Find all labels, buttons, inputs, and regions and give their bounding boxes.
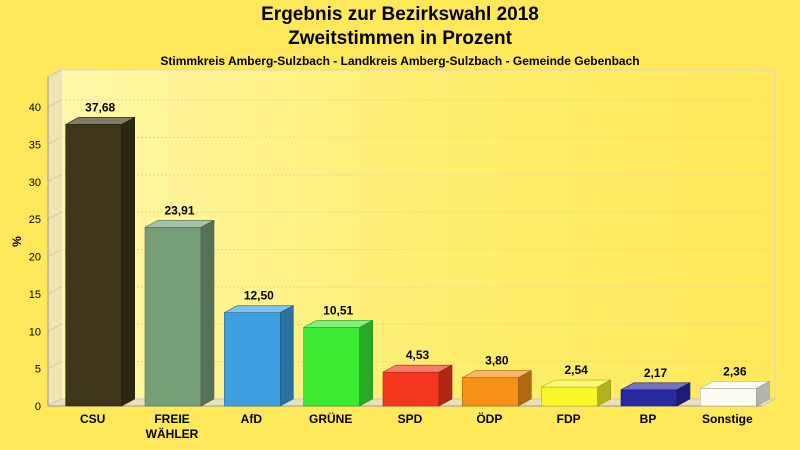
bar-side: [359, 319, 373, 407]
y-tick-label: 15: [29, 289, 41, 301]
category-label: CSU: [80, 412, 105, 426]
y-tick-label: 25: [29, 214, 41, 226]
category-label: ÖDP: [476, 411, 502, 426]
category-label: SPD: [398, 412, 423, 426]
bar-side: [756, 380, 770, 407]
category-label-line: AfD: [241, 412, 263, 426]
bar-front: [382, 371, 440, 407]
chart-region-subtitle: Stimmkreis Amberg-Sulzbach - Landkreis A…: [160, 54, 640, 68]
value-label: 2,17: [644, 366, 668, 380]
y-tick-label: 30: [29, 177, 41, 189]
category-label: FREIE WÄHLER: [146, 412, 199, 441]
plot-side-wall: [47, 69, 62, 407]
chart-subtitle: Zweitstimmen in Prozent: [288, 28, 512, 49]
y-tick-label: 10: [29, 326, 41, 338]
bar-front: [65, 124, 122, 407]
bar-front: [700, 388, 757, 407]
category-label-line: SPD: [398, 412, 423, 426]
gridline-side: [47, 174, 62, 183]
category-label: AfD: [241, 412, 263, 426]
bar-side: [518, 370, 532, 407]
gridline-side: [47, 323, 62, 332]
category-label-line: ÖDP: [476, 411, 502, 426]
value-label: 23,91: [164, 203, 194, 217]
bar-side: [676, 382, 691, 407]
gridline-side: [47, 361, 62, 370]
bar-front: [541, 386, 598, 407]
bar-side: [200, 219, 215, 407]
chart-title: Ergebnis zur Bezirkswahl 2018: [261, 4, 539, 25]
gridline-side: [47, 99, 62, 108]
category-label-line: Sonstige: [702, 412, 753, 426]
y-tick-label: 35: [29, 139, 41, 151]
y-tick-label: 20: [29, 252, 41, 264]
value-label: 4,53: [406, 348, 430, 362]
category-label-line: BP: [640, 412, 657, 426]
value-label: 10,51: [323, 303, 353, 317]
value-label: 2,36: [723, 364, 747, 378]
y-axis-label: %: [10, 236, 24, 247]
category-label-line: CSU: [80, 412, 105, 426]
bar-side: [438, 364, 453, 407]
category-label: BP: [640, 412, 657, 426]
category-label: FDP: [557, 412, 581, 426]
bar-front: [224, 312, 281, 407]
gridline-side: [47, 249, 62, 257]
value-label: 3,80: [485, 354, 509, 368]
gridline-side: [47, 136, 62, 145]
bar-front: [620, 389, 678, 407]
bar-front: [462, 377, 519, 407]
category-label-line: FDP: [557, 412, 581, 426]
gridline-side: [47, 211, 62, 220]
category-label: Sonstige: [702, 412, 753, 426]
category-label-line: FREIE: [154, 412, 189, 426]
value-label: 2,54: [564, 363, 588, 377]
y-tick-label: 40: [29, 102, 41, 114]
value-label: 37,68: [85, 100, 115, 114]
y-tick-label: 0: [35, 401, 41, 413]
category-label-line: GRÜNE: [309, 411, 352, 426]
bar-side: [597, 379, 611, 407]
bar-side: [121, 116, 135, 407]
bar-side: [280, 305, 294, 407]
category-label: GRÜNE: [309, 411, 352, 426]
gridline-side: [47, 286, 62, 295]
category-label-line: WÄHLER: [146, 426, 199, 441]
y-tick-label: 5: [35, 364, 41, 376]
bar-front: [303, 327, 360, 407]
bar-front: [144, 226, 202, 407]
value-label: 12,50: [244, 289, 274, 303]
